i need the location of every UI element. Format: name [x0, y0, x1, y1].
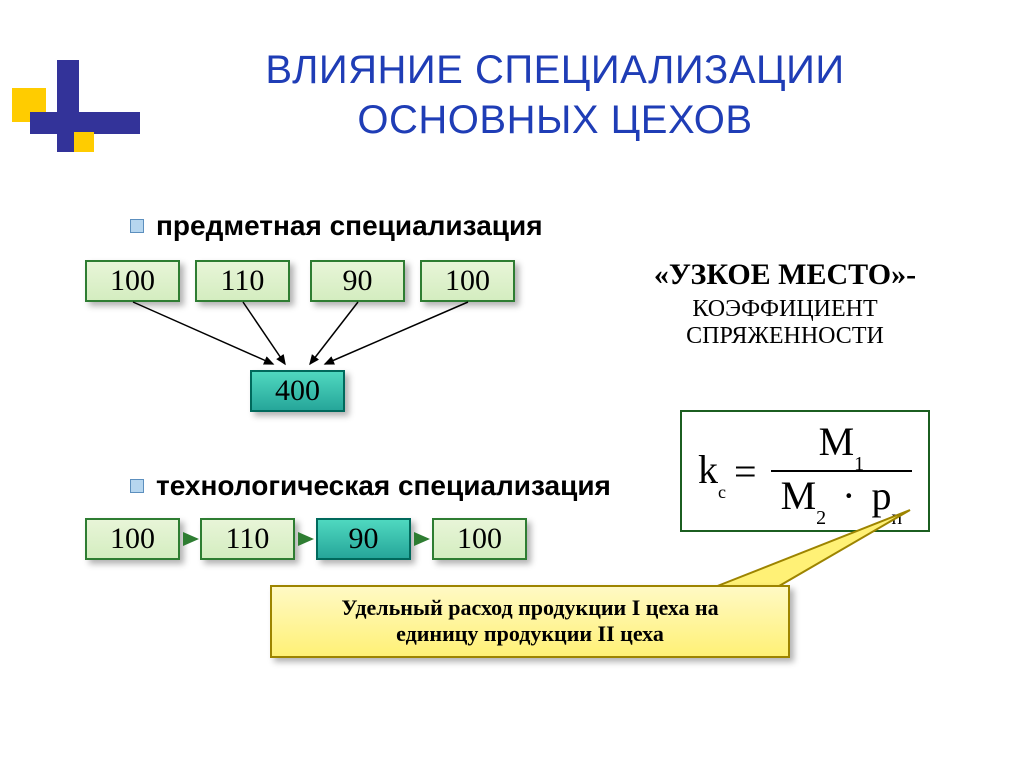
s1-box-1: 110: [195, 260, 290, 302]
formula-eq: =: [734, 448, 757, 495]
s1-box-sum-val: 400: [275, 374, 320, 408]
section2-label: технологическая специализация: [156, 470, 611, 502]
callout-line2: единицу продукции II цеха: [288, 621, 772, 647]
formula-M1: M: [819, 419, 855, 464]
s1-box-0: 100: [85, 260, 180, 302]
side-line1: «УЗКОЕ МЕСТО»-: [575, 258, 995, 292]
corner-decoration: [12, 60, 142, 190]
bullet-icon-2: [130, 479, 144, 493]
s2-arrows: [85, 518, 545, 560]
s1-box-2-val: 90: [343, 264, 373, 298]
s1-box-2: 90: [310, 260, 405, 302]
formula-k-sub: с: [718, 482, 726, 502]
formula-M1-sub: 1: [854, 453, 864, 475]
side-line2: КОЭФФИЦИЕНТ: [575, 296, 995, 323]
s1-box-sum: 400: [250, 370, 345, 412]
section1-label: предметная специализация: [156, 210, 543, 242]
s1-box-3: 100: [420, 260, 515, 302]
s1-arrows: [85, 302, 525, 372]
side-line3: СПРЯЖЕННОСТИ: [575, 323, 995, 350]
side-caption: «УЗКОЕ МЕСТО»- КОЭФФИЦИЕНТ СПРЯЖЕННОСТИ: [575, 258, 995, 350]
bullet-subject-specialization: предметная специализация: [130, 210, 543, 242]
bullet-icon: [130, 219, 144, 233]
formula-num: M1: [809, 418, 875, 470]
callout-line1: Удельный расход продукции I цеха на: [288, 595, 772, 621]
formula-lhs: kс: [698, 446, 726, 497]
bullet-tech-specialization: технологическая специализация: [130, 470, 611, 502]
s1-box-3-val: 100: [445, 264, 490, 298]
callout-box: Удельный расход продукции I цеха на един…: [270, 585, 790, 658]
s1-box-1-val: 110: [221, 264, 265, 298]
s1-box-0-val: 100: [110, 264, 155, 298]
formula-k: k: [698, 447, 718, 492]
page-title: ВЛИЯНИЕ СПЕЦИАЛИЗАЦИИ ОСНОВНЫХ ЦЕХОВ: [180, 45, 930, 145]
